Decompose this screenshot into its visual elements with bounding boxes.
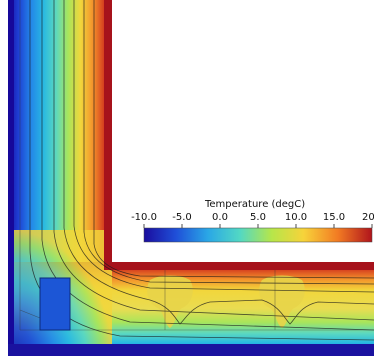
material-boundaries	[19, 0, 374, 331]
colorbar-tick-label: 0.0	[212, 212, 228, 223]
colorbar-tick-label: 20.0	[362, 212, 374, 223]
colorbar-title: Temperature (degC)	[205, 199, 306, 210]
colorbar	[143, 227, 373, 243]
colorbar-tick-label: -5.0	[172, 212, 192, 223]
outer-edge-vertical	[8, 0, 14, 356]
thermal-bridge-right	[259, 275, 305, 328]
column-insert	[39, 277, 71, 331]
colorbar-tick-label: 10.0	[284, 212, 308, 223]
colorbar-tick-label: 5.0	[250, 212, 266, 223]
colorbar-tick-labels: -10.0 -5.0 0.0 5.0 10.0 15.0 20.0	[130, 212, 374, 224]
inner-edge-vertical	[104, 0, 112, 266]
outer-edge-horizontal	[8, 344, 374, 356]
colorbar-tick-marks	[143, 224, 373, 228]
colorbar-tick-label: -10.0	[131, 212, 157, 223]
inner-edge-horizontal	[104, 262, 374, 270]
colorbar-tick-label: 15.0	[322, 212, 346, 223]
